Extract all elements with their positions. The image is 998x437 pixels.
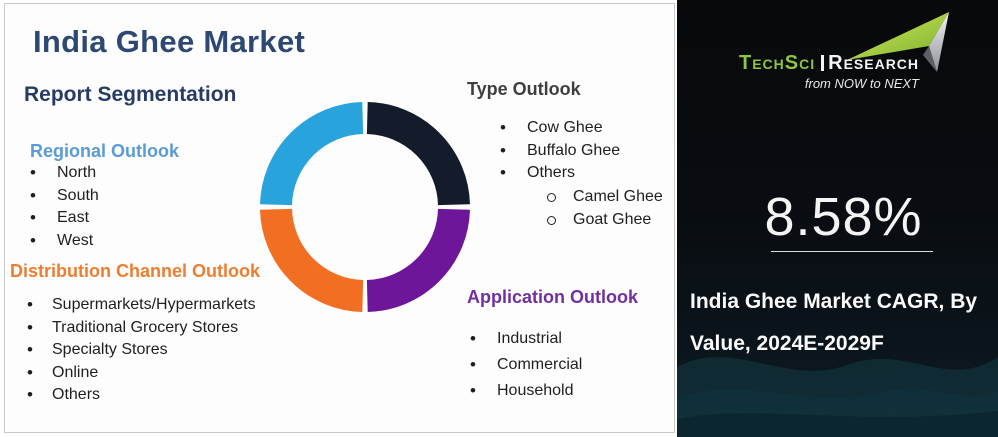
page-title: India Ghee Market (33, 24, 306, 59)
techsci-logo: TechSci Research (739, 52, 919, 75)
brand-name-primary: TechSci (739, 52, 816, 74)
list-item: North (30, 163, 99, 187)
report-segmentation-heading: Report Segmentation (24, 83, 237, 106)
list-item: Buffalo Ghee (500, 141, 620, 165)
brand-tagline: from NOW to NEXT (804, 76, 919, 91)
type-outlook-list: Cow Ghee Buffalo Ghee Others (500, 118, 620, 187)
list-item: Household (470, 381, 582, 408)
cagr-caption-line1: India Ghee Market CAGR, By (690, 290, 978, 313)
list-item: Online (10, 363, 256, 387)
list-item: South (30, 186, 99, 210)
cagr-divider (771, 251, 933, 252)
list-item: Traditional Grocery Stores (10, 318, 256, 342)
list-item: Industrial (470, 329, 582, 356)
distribution-channel-outlook-heading: Distribution Channel Outlook (10, 261, 260, 281)
stat-panel: TechSci Research from NOW to NEXT 8.58% I… (677, 0, 998, 437)
list-item: Others (10, 385, 256, 409)
brand-name-secondary: Research (828, 52, 920, 74)
list-item: Camel Ghee (545, 188, 663, 211)
regional-outlook-heading: Regional Outlook (30, 141, 180, 161)
donut-segment-type (366, 102, 470, 206)
type-outlook-sub-list: Camel Ghee Goat Ghee (545, 188, 663, 233)
donut-segment-distribution (260, 208, 364, 312)
list-item: Others (500, 163, 620, 187)
list-item: Cow Ghee (500, 118, 620, 142)
distribution-channel-outlook-list: Supermarkets/Hypermarkets Traditional Gr… (10, 295, 256, 409)
application-outlook-list: Industrial Commercial Household (470, 329, 582, 408)
type-outlook-heading: Type Outlook (467, 79, 581, 99)
wave-pattern (677, 357, 998, 437)
cagr-value: 8.58% (764, 187, 923, 247)
list-item: Commercial (470, 355, 582, 382)
brand-divider (821, 55, 825, 71)
list-item: Supermarkets/Hypermarkets (10, 295, 256, 319)
cagr-caption: India Ghee Market CAGR, By Value, 2024E-… (690, 281, 985, 365)
donut-chart (260, 102, 470, 312)
cagr-caption-line2: Value, 2024E-2029F (690, 332, 884, 355)
donut-segment-regional (260, 102, 364, 206)
list-item: Goat Ghee (545, 211, 663, 234)
brand-arrow-icon (847, 12, 949, 72)
donut-segment-application (366, 208, 470, 312)
application-outlook-heading: Application Outlook (467, 287, 638, 307)
list-item: West (30, 231, 99, 255)
list-item: East (30, 208, 99, 232)
regional-outlook-list: North South East West (30, 163, 99, 255)
list-item: Specialty Stores (10, 340, 256, 364)
